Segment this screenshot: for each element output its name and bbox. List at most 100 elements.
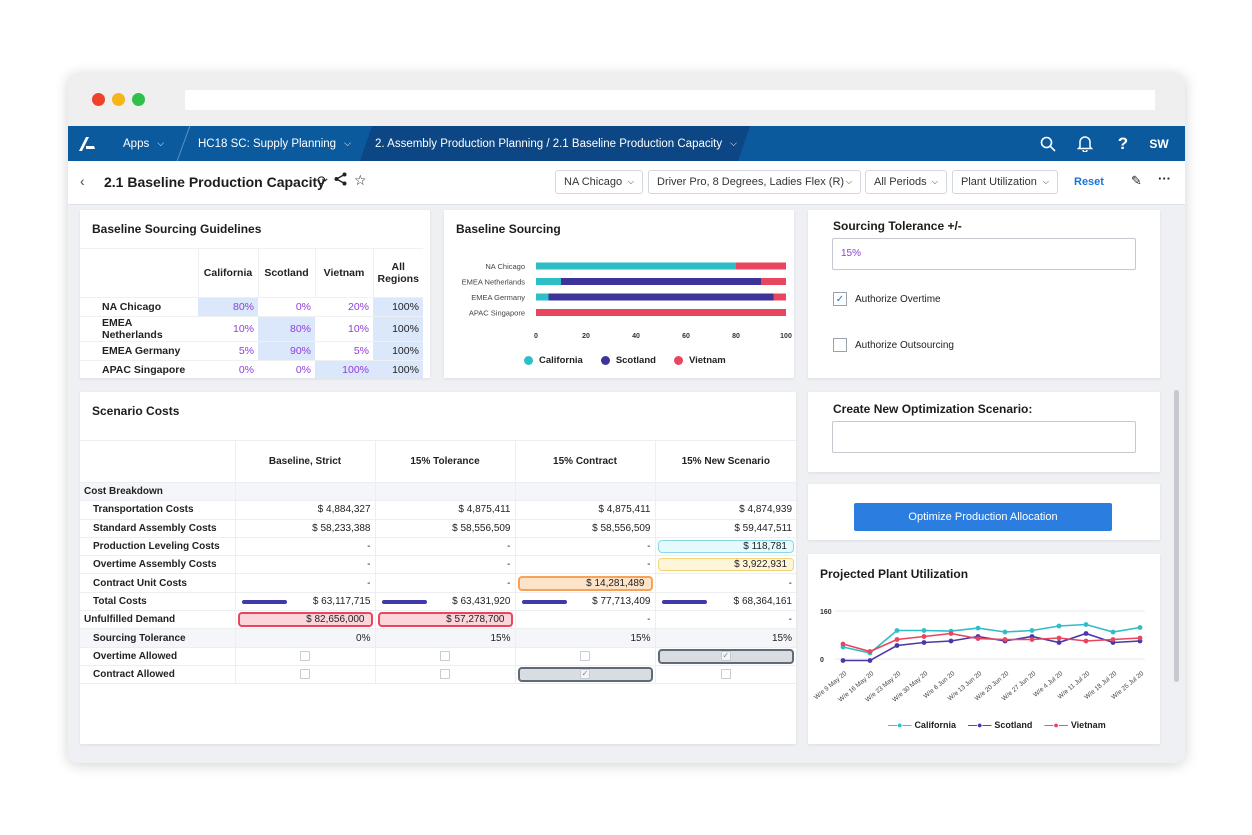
table-cell[interactable]: $ 58,556,509 bbox=[514, 519, 655, 538]
table-cell[interactable]: $ 77,713,409 bbox=[514, 592, 655, 612]
legend-label: Vietnam bbox=[1070, 720, 1106, 730]
table-cell: ✓ bbox=[654, 647, 796, 666]
table-cell[interactable]: 0% bbox=[258, 297, 315, 317]
contract-checkbox[interactable] bbox=[720, 669, 731, 680]
minimize-window-icon[interactable] bbox=[112, 93, 125, 106]
table-cell[interactable]: $ 82,656,000 bbox=[234, 610, 375, 630]
filter-period[interactable]: All Periods ⌵ bbox=[865, 170, 947, 194]
overtime-checkbox[interactable] bbox=[300, 651, 310, 662]
sync-icon[interactable]: ⟳ bbox=[317, 173, 328, 188]
guidelines-card: Baseline Sourcing Guidelines California … bbox=[80, 210, 430, 378]
help-icon[interactable]: ? bbox=[1117, 133, 1129, 153]
table-cell[interactable]: 5% bbox=[198, 341, 258, 361]
contract-checkbox[interactable] bbox=[300, 669, 310, 680]
table-cell[interactable]: 80% bbox=[258, 316, 315, 342]
table-cell[interactable]: 15% bbox=[654, 628, 796, 648]
edit-pencil-icon[interactable]: ✎ bbox=[1131, 173, 1142, 188]
table-cell[interactable]: $ 57,278,700 bbox=[374, 610, 515, 630]
table-cell[interactable]: 0% bbox=[258, 360, 315, 378]
table-cell[interactable]: $ 63,117,715 bbox=[234, 592, 375, 612]
table-cell[interactable]: 20% bbox=[315, 297, 373, 317]
table-cell: 100% bbox=[373, 316, 423, 342]
table-cell[interactable]: - bbox=[514, 555, 655, 575]
table-cell[interactable]: 10% bbox=[198, 316, 258, 342]
anaplan-logo-icon[interactable] bbox=[78, 126, 98, 161]
table-cell[interactable]: $ 4,884,327 bbox=[234, 500, 375, 520]
table-cell[interactable]: $ 58,556,509 bbox=[374, 519, 515, 538]
table-cell[interactable]: $ 59,447,511 bbox=[654, 519, 796, 538]
table-cell[interactable]: 80% bbox=[198, 297, 258, 317]
chevron-down-icon: ⌵ bbox=[344, 138, 351, 148]
optimize-button[interactable]: Optimize Production Allocation bbox=[854, 503, 1112, 531]
tolerance-input[interactable]: 15% bbox=[832, 238, 1136, 270]
table-cell[interactable]: - bbox=[234, 573, 375, 593]
address-bar[interactable] bbox=[185, 90, 1155, 110]
data-point bbox=[1056, 640, 1062, 645]
table-cell[interactable]: $ 63,431,920 bbox=[374, 592, 515, 612]
authorize-outsourcing-checkbox[interactable]: Authorize Outsourcing bbox=[833, 338, 954, 352]
table-cell[interactable]: - bbox=[514, 537, 655, 557]
filter-label: All Periods bbox=[874, 176, 927, 188]
table-cell[interactable]: 5% bbox=[315, 341, 373, 361]
overtime-checkbox[interactable] bbox=[440, 651, 450, 662]
breadcrumb[interactable]: 2. Assembly Production Planning / 2.1 Ba… bbox=[360, 126, 750, 161]
table-cell[interactable]: $ 58,233,388 bbox=[234, 519, 375, 538]
table-cell[interactable]: $ 118,781 bbox=[654, 537, 796, 557]
table-row: EMEA Netherlands 10% 80% 10% 100% bbox=[80, 316, 423, 342]
table-cell[interactable]: - bbox=[234, 555, 375, 575]
checkmark-icon[interactable]: ✓ bbox=[833, 292, 847, 306]
column-header: All Regions bbox=[373, 248, 423, 298]
table-cell[interactable]: $ 3,922,931 bbox=[654, 555, 796, 575]
close-window-icon[interactable] bbox=[92, 93, 105, 106]
table-cell[interactable]: $ 14,281,489 bbox=[514, 573, 655, 593]
reset-button[interactable]: Reset bbox=[1074, 176, 1104, 188]
table-cell[interactable]: - bbox=[654, 610, 796, 630]
checkmark-icon[interactable]: ✓ bbox=[720, 651, 731, 662]
table-cell[interactable]: 90% bbox=[258, 341, 315, 361]
table-cell[interactable]: $ 4,874,939 bbox=[654, 500, 796, 520]
table-cell[interactable]: $ 4,875,411 bbox=[374, 500, 515, 520]
table-cell[interactable]: - bbox=[654, 573, 796, 593]
total-cost-value: $ 68,364,161 bbox=[733, 595, 792, 607]
table-cell[interactable]: - bbox=[374, 537, 515, 557]
table-cell[interactable]: $ 4,875,411 bbox=[514, 500, 655, 520]
more-options-icon[interactable]: ··· bbox=[1158, 171, 1171, 186]
table-cell bbox=[374, 665, 515, 685]
authorize-overtime-checkbox[interactable]: ✓ Authorize Overtime bbox=[833, 292, 941, 306]
page-scrollbar[interactable] bbox=[1174, 390, 1179, 682]
overtime-checkbox[interactable] bbox=[580, 651, 590, 662]
filter-location[interactable]: NA Chicago ⌵ bbox=[555, 170, 643, 194]
checkbox-box[interactable] bbox=[833, 338, 847, 352]
maximize-window-icon[interactable] bbox=[132, 93, 145, 106]
table-cell[interactable]: 15% bbox=[374, 628, 515, 648]
table-cell[interactable]: - bbox=[374, 555, 515, 575]
user-avatar[interactable]: SW bbox=[1149, 136, 1169, 151]
table-row: Production Leveling Costs - - - $ 118,78… bbox=[80, 537, 796, 557]
back-chevron-icon[interactable]: ‹ bbox=[80, 173, 85, 189]
table-cell[interactable]: - bbox=[234, 537, 375, 557]
filter-label: NA Chicago bbox=[564, 176, 623, 188]
share-icon[interactable] bbox=[334, 172, 347, 191]
contract-checkbox[interactable] bbox=[440, 669, 450, 680]
table-cell[interactable]: 0% bbox=[234, 628, 375, 648]
series-line bbox=[842, 623, 1141, 654]
table-cell[interactable]: - bbox=[374, 573, 515, 593]
table-cell[interactable]: - bbox=[514, 610, 655, 630]
table-cell[interactable]: 100% bbox=[315, 360, 373, 378]
star-icon[interactable]: ☆ bbox=[354, 172, 367, 188]
table-cell[interactable]: 10% bbox=[315, 316, 373, 342]
table-cell[interactable]: $ 68,364,161 bbox=[654, 592, 796, 612]
search-icon[interactable] bbox=[1036, 126, 1060, 161]
new-scenario-input[interactable] bbox=[832, 421, 1136, 453]
bell-icon[interactable] bbox=[1073, 126, 1097, 161]
filter-product[interactable]: Driver Pro, 8 Degrees, Ladies Flex (R) ⌵ bbox=[648, 170, 861, 194]
total-cost-bar bbox=[661, 599, 707, 604]
apps-menu[interactable]: Apps ⌵ bbox=[123, 126, 164, 161]
table-cell[interactable]: 15% bbox=[514, 628, 655, 648]
checkmark-icon[interactable]: ✓ bbox=[580, 669, 590, 680]
table-cell[interactable]: 0% bbox=[198, 360, 258, 378]
x-tick-label: 20 bbox=[582, 333, 590, 340]
filter-view[interactable]: Plant Utilization ⌵ bbox=[952, 170, 1058, 194]
model-menu[interactable]: HC18 SC: Supply Planning ⌵ bbox=[198, 126, 351, 161]
filter-label: Plant Utilization bbox=[961, 176, 1037, 188]
